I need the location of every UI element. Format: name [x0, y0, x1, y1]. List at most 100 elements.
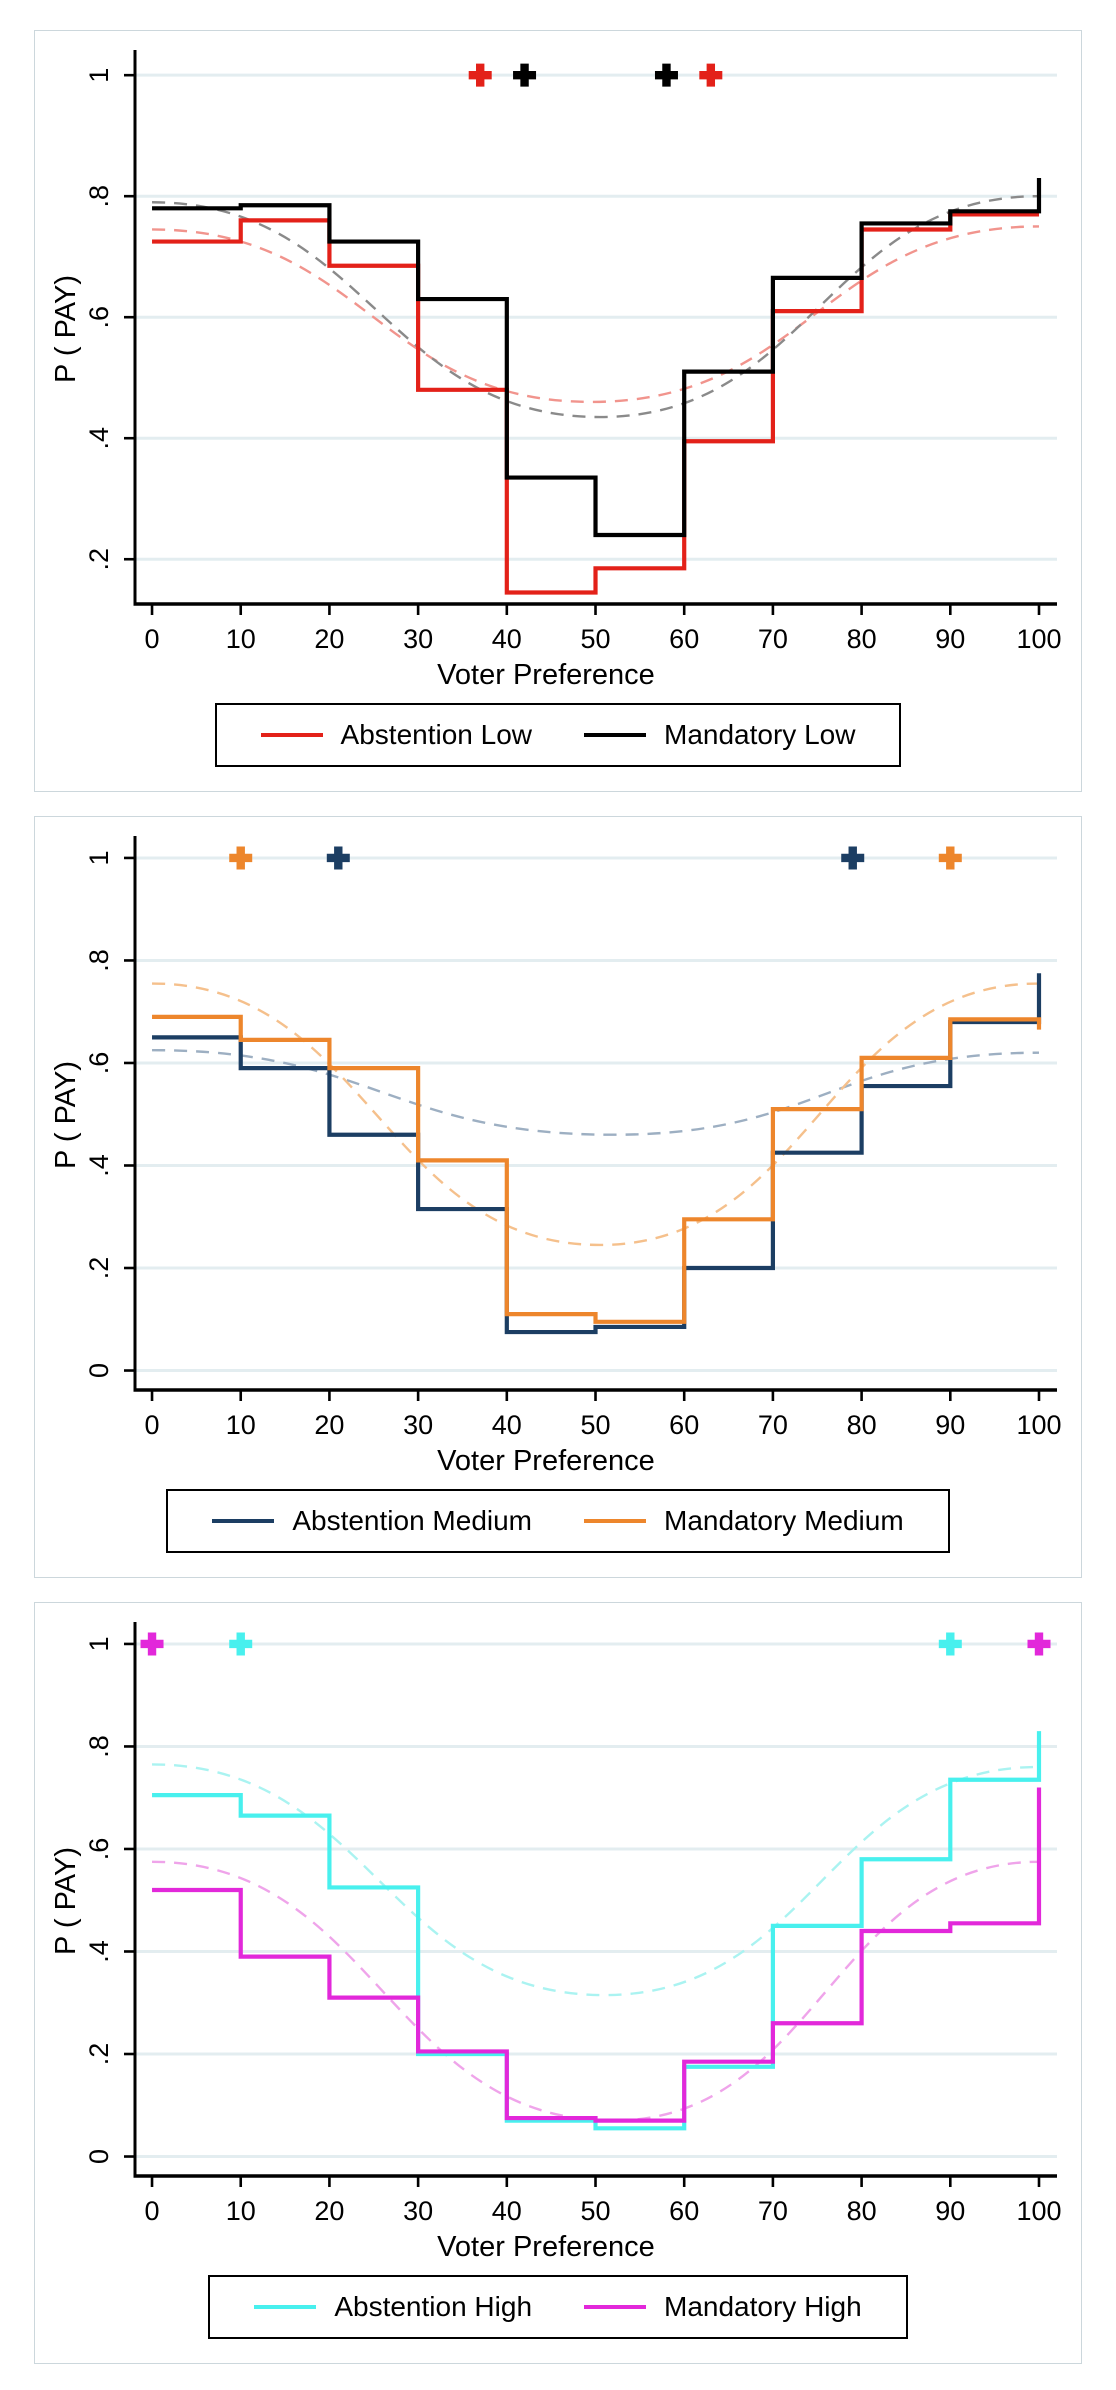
- x-tick-label: 0: [145, 2196, 160, 2226]
- legend-high: Abstention High Mandatory High: [208, 2275, 908, 2339]
- x-axis-title: Voter Preference: [437, 1445, 655, 1477]
- y-tick-label: 1: [84, 850, 114, 865]
- y-tick-label: .6: [84, 1052, 114, 1075]
- y-tick-label: 1: [84, 1636, 114, 1651]
- legend-low: Abstention Low Mandatory Low: [214, 703, 902, 767]
- axes: [124, 50, 1057, 615]
- y-tick-label: .8: [84, 1735, 114, 1758]
- x-tick-label: 50: [580, 2196, 610, 2226]
- fitted-curve: [152, 194, 1039, 419]
- y-tick-label: .4: [84, 1154, 114, 1177]
- x-tick-label: 70: [758, 624, 788, 654]
- x-tick-label: 10: [226, 2196, 256, 2226]
- chart-medium: 1 .8 .6 .4 .2 0 0 10 20 30 40 50 60 70 80 90 100 Voter Pr…: [50, 836, 1062, 1477]
- legend-label: Mandatory Medium: [664, 1505, 904, 1536]
- plus-marker: [1027, 1632, 1051, 1656]
- fitted-curve: [152, 1763, 1039, 1997]
- markers: [140, 1632, 1051, 1656]
- axes: [124, 1622, 1057, 2187]
- x-tick-label: 10: [226, 624, 256, 654]
- series-mandatory-high: [152, 1787, 1042, 2123]
- x-tick-label: 60: [669, 624, 699, 654]
- x-tick-label: 90: [935, 624, 965, 654]
- x-tick-label: 40: [492, 1410, 522, 1440]
- plus-marker: [654, 63, 678, 87]
- legend-label: Abstention Low: [340, 719, 533, 750]
- plus-marker: [938, 1632, 962, 1656]
- panel-low: 1 .8 .6 .4 .2 0 10 20 30 40 50 60 70 80 90 100 Voter Pre…: [34, 30, 1082, 792]
- axis-labels: 1 .8 .6 .4 .2 0 0 10 20 30 40 50 60 70 80 90 100 Voter Pr…: [50, 850, 1062, 1477]
- legend-entry-mandatory-medium: Mandatory Medium: [584, 1505, 904, 1537]
- fitted-curve: [152, 1860, 1039, 2122]
- y-axis-title: P ( PAY): [50, 1061, 82, 1169]
- plus-marker: [229, 1632, 253, 1656]
- x-tick-label: 20: [314, 2196, 344, 2226]
- x-tick-label: 80: [847, 1410, 877, 1440]
- x-tick-label: 10: [226, 1410, 256, 1440]
- chart-low: 1 .8 .6 .4 .2 0 10 20 30 40 50 60 70 80 90 100 Voter Pre…: [50, 50, 1062, 691]
- plus-marker: [841, 846, 865, 870]
- plus-marker: [699, 63, 723, 87]
- x-tick-label: 90: [935, 2196, 965, 2226]
- x-tick-label: 0: [145, 624, 160, 654]
- y-tick-label: .4: [84, 427, 114, 450]
- markers: [229, 846, 962, 870]
- fitted-curve: [152, 982, 1039, 1247]
- legend-row-medium: Abstention Medium Mandatory Medium: [35, 1489, 1081, 1553]
- x-tick-label: 70: [758, 2196, 788, 2226]
- legend-entry-abstention-medium: Abstention Medium: [212, 1505, 532, 1537]
- series-lines: [152, 1731, 1042, 2131]
- x-tick-label: 100: [1016, 2196, 1061, 2226]
- series-abstention-high: [152, 1731, 1042, 2131]
- series-abstention-medium: [152, 973, 1042, 1335]
- legend-medium: Abstention Medium Mandatory Medium: [166, 1489, 950, 1553]
- legend-label: Abstention High: [334, 2291, 533, 2322]
- x-tick-label: 30: [403, 1410, 433, 1440]
- y-tick-label: 1: [84, 68, 114, 83]
- axis-labels: 1 .8 .6 .4 .2 0 10 20 30 40 50 60 70 80 90 100 Voter Pre…: [50, 68, 1062, 691]
- x-tick-label: 70: [758, 1410, 788, 1440]
- legend-row-high: Abstention High Mandatory High: [35, 2275, 1081, 2339]
- x-tick-label: 20: [314, 624, 344, 654]
- legend-label: Mandatory High: [664, 2291, 862, 2322]
- axes: [124, 836, 1057, 1401]
- markers: [468, 63, 723, 87]
- legend-line-swatch: [584, 2305, 647, 2309]
- y-tick-label: .2: [84, 548, 114, 571]
- x-tick-label: 40: [492, 624, 522, 654]
- chart-high: 1 .8 .6 .4 .2 0 0 10 20 30 40 50 60 70 80 90 100 Voter Pr…: [50, 1622, 1062, 2263]
- y-tick-label: .8: [84, 185, 114, 208]
- x-axis-title: Voter Preference: [437, 2231, 655, 2263]
- x-tick-label: 20: [314, 1410, 344, 1440]
- series-mandatory-low: [152, 178, 1042, 538]
- series-lines: [152, 178, 1042, 595]
- plus-marker: [938, 846, 962, 870]
- gridlines: [135, 73, 1057, 561]
- panel-medium: 1 .8 .6 .4 .2 0 0 10 20 30 40 50 60 70 80 90 100 Voter Pr…: [34, 816, 1082, 1578]
- series-mandatory-medium: [152, 1014, 1042, 1324]
- legend-entry-abstention-low: Abstention Low: [260, 719, 533, 751]
- axis-labels: 1 .8 .6 .4 .2 0 0 10 20 30 40 50 60 70 80 90 100 Voter Pr…: [50, 1636, 1062, 2263]
- x-tick-label: 80: [847, 2196, 877, 2226]
- x-tick-label: 50: [580, 1410, 610, 1440]
- fitted-curve: [152, 225, 1039, 404]
- x-tick-label: 100: [1016, 624, 1061, 654]
- x-tick-label: 0: [145, 1410, 160, 1440]
- y-tick-label: 0: [84, 2149, 114, 2164]
- plus-marker: [513, 63, 537, 87]
- fitted-curves: [152, 982, 1039, 1247]
- x-axis-title: Voter Preference: [437, 659, 655, 691]
- plus-marker: [468, 63, 492, 87]
- y-axis-title: P ( PAY): [50, 1847, 82, 1955]
- x-tick-label: 60: [669, 2196, 699, 2226]
- y-tick-label: .2: [84, 2043, 114, 2066]
- y-tick-label: .6: [84, 306, 114, 329]
- x-tick-label: 50: [580, 624, 610, 654]
- x-tick-label: 80: [847, 624, 877, 654]
- gridlines: [135, 856, 1057, 1373]
- legend-label: Mandatory Low: [664, 719, 856, 750]
- y-axis-title: P ( PAY): [50, 275, 82, 383]
- legend-label: Abstention Medium: [292, 1505, 533, 1536]
- series-lines: [152, 973, 1042, 1335]
